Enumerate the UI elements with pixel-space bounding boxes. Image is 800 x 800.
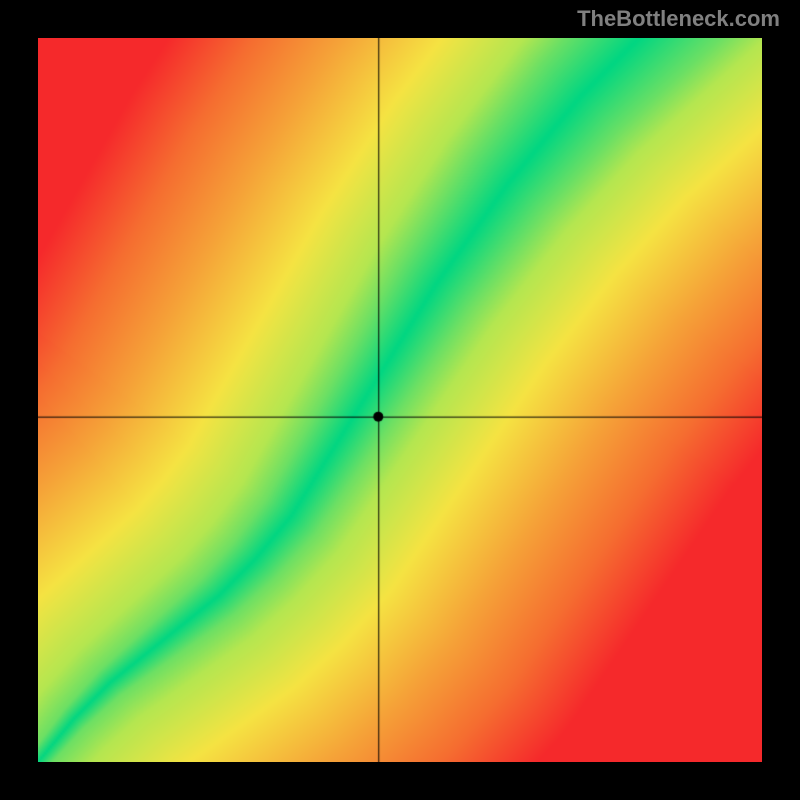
watermark-text: TheBottleneck.com <box>577 6 780 32</box>
heatmap-canvas <box>38 38 762 762</box>
heatmap-plot <box>38 38 762 762</box>
chart-container: TheBottleneck.com <box>0 0 800 800</box>
